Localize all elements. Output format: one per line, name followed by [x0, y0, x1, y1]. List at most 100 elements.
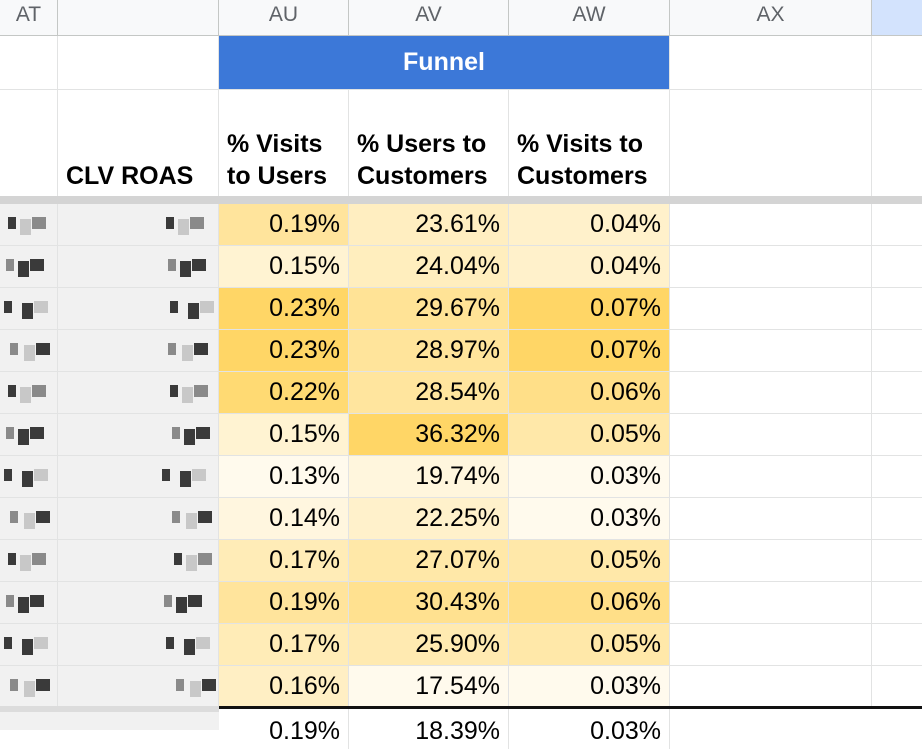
cell[interactable]: [58, 36, 219, 90]
cell-aw[interactable]: 0.05%: [509, 624, 670, 666]
cell-av[interactable]: 30.43%: [349, 582, 509, 624]
cell[interactable]: [670, 36, 872, 90]
cell[interactable]: [670, 372, 872, 414]
cell-au[interactable]: 0.14%: [219, 498, 349, 540]
cell-au[interactable]: 0.19%: [219, 582, 349, 624]
redaction-block: [176, 679, 184, 691]
cell-av[interactable]: 28.54%: [349, 372, 509, 414]
cell-av[interactable]: 17.54%: [349, 666, 509, 708]
cell-au[interactable]: 0.15%: [219, 246, 349, 288]
total-visits-to-customers[interactable]: 0.03%: [509, 709, 670, 749]
cell-au[interactable]: 0.23%: [219, 288, 349, 330]
header-line: % Users to: [357, 130, 487, 158]
cell[interactable]: [670, 246, 872, 288]
column-header-at-main[interactable]: [58, 0, 219, 36]
redacted-cell: [58, 330, 219, 372]
redaction-block: [196, 637, 210, 649]
cell-au[interactable]: 0.17%: [219, 540, 349, 582]
cell[interactable]: [670, 540, 872, 582]
cell-aw[interactable]: 0.03%: [509, 666, 670, 708]
cell[interactable]: [670, 330, 872, 372]
cell-av[interactable]: 24.04%: [349, 246, 509, 288]
cell[interactable]: [0, 36, 58, 90]
redaction-block: [166, 637, 174, 649]
cell[interactable]: [872, 288, 922, 330]
cell-av[interactable]: 29.67%: [349, 288, 509, 330]
cell-av[interactable]: 27.07%: [349, 540, 509, 582]
column-header-au[interactable]: AU: [219, 0, 349, 36]
redaction-block: [202, 679, 216, 691]
cell[interactable]: [670, 90, 872, 196]
cell-aw[interactable]: 0.07%: [509, 330, 670, 372]
cell[interactable]: [670, 582, 872, 624]
column-header-av[interactable]: AV: [349, 0, 509, 36]
cell[interactable]: [670, 498, 872, 540]
cell[interactable]: [872, 498, 922, 540]
cell[interactable]: [670, 456, 872, 498]
redaction-block: [34, 469, 48, 481]
cell[interactable]: [872, 666, 922, 708]
header-line: % Visits: [227, 130, 323, 158]
column-header-selected[interactable]: [872, 0, 922, 36]
cell-aw[interactable]: 0.04%: [509, 246, 670, 288]
redaction-block: [194, 385, 208, 397]
redaction-block: [36, 343, 50, 355]
cell-au[interactable]: 0.23%: [219, 330, 349, 372]
cell-aw[interactable]: 0.05%: [509, 414, 670, 456]
cell-aw[interactable]: 0.04%: [509, 204, 670, 246]
redacted-cell: [58, 204, 219, 246]
cell-aw[interactable]: 0.06%: [509, 582, 670, 624]
column-header-at[interactable]: AT: [0, 0, 58, 36]
cell[interactable]: [670, 288, 872, 330]
header-users-to-customers[interactable]: % Users to Customers: [349, 90, 509, 196]
cell[interactable]: [670, 624, 872, 666]
cell[interactable]: [872, 540, 922, 582]
frozen-rows-divider[interactable]: [0, 196, 922, 204]
funnel-group-header[interactable]: Funnel: [219, 36, 670, 90]
total-visits-to-users[interactable]: 0.19%: [219, 709, 349, 749]
header-visits-to-users[interactable]: % Visits to Users: [219, 90, 349, 196]
cell-aw[interactable]: 0.03%: [509, 456, 670, 498]
cell[interactable]: [872, 456, 922, 498]
cell-av[interactable]: 25.90%: [349, 624, 509, 666]
cell-aw[interactable]: 0.05%: [509, 540, 670, 582]
redacted-cell: [58, 498, 219, 540]
redaction-block: [184, 639, 195, 655]
cell[interactable]: [872, 204, 922, 246]
redacted-cell: [0, 372, 58, 414]
cell[interactable]: [872, 246, 922, 288]
redaction-block: [186, 513, 197, 529]
header-clv-roas[interactable]: CLV ROAS: [58, 90, 219, 196]
cell[interactable]: [872, 36, 922, 90]
redacted-cell: [58, 624, 219, 666]
cell-av[interactable]: 22.25%: [349, 498, 509, 540]
cell[interactable]: [0, 90, 58, 196]
cell-au[interactable]: 0.15%: [219, 414, 349, 456]
cell[interactable]: [670, 666, 872, 708]
cell[interactable]: [872, 624, 922, 666]
cell-aw[interactable]: 0.03%: [509, 498, 670, 540]
cell-av[interactable]: 23.61%: [349, 204, 509, 246]
column-header-ax[interactable]: AX: [670, 0, 872, 36]
redaction-block: [180, 261, 191, 277]
cell[interactable]: [872, 330, 922, 372]
cell[interactable]: [670, 414, 872, 456]
redaction-block: [176, 597, 187, 613]
column-header-aw[interactable]: AW: [509, 0, 670, 36]
cell[interactable]: [872, 414, 922, 456]
cell[interactable]: [872, 372, 922, 414]
total-users-to-customers[interactable]: 18.39%: [349, 709, 509, 749]
cell-au[interactable]: 0.13%: [219, 456, 349, 498]
cell-av[interactable]: 19.74%: [349, 456, 509, 498]
cell-au[interactable]: 0.17%: [219, 624, 349, 666]
cell-aw[interactable]: 0.06%: [509, 372, 670, 414]
cell[interactable]: [670, 204, 872, 246]
cell-au[interactable]: 0.22%: [219, 372, 349, 414]
cell-av[interactable]: 36.32%: [349, 414, 509, 456]
cell-av[interactable]: 28.97%: [349, 330, 509, 372]
cell[interactable]: [872, 582, 922, 624]
cell-au[interactable]: 0.16%: [219, 666, 349, 708]
cell-aw[interactable]: 0.07%: [509, 288, 670, 330]
header-visits-to-customers[interactable]: % Visits to Customers: [509, 90, 670, 196]
cell-au[interactable]: 0.19%: [219, 204, 349, 246]
